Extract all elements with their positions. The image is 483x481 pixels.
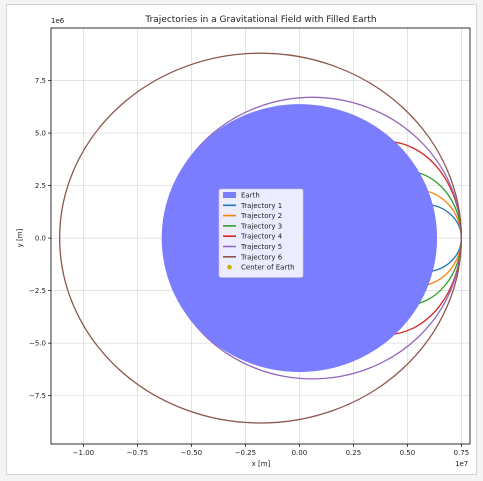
legend-entry-label: Trajectory 2: [240, 212, 282, 220]
y-tick-label: 0.0: [35, 235, 46, 243]
x-axis-label: x [m]: [252, 460, 271, 468]
x-ticks: −1.00 −0.75 −0.50 −0.25 0.00 0.25 0.50 0.75: [73, 444, 469, 457]
x-offset-label: 1e7: [455, 460, 468, 468]
x-tick-label: 0.25: [346, 449, 362, 457]
y-ticks: 7.5 5.0 2.5 0.0 −2.5 −5.0 −7.5: [29, 77, 51, 400]
x-tick-label: 0.50: [400, 449, 416, 457]
legend-entry-label: Trajectory 3: [240, 222, 282, 230]
axes-box: [50, 27, 471, 445]
x-tick-label: −0.25: [235, 449, 256, 457]
y-tick-label: 2.5: [35, 182, 46, 190]
y-tick-label: −5.0: [29, 340, 46, 348]
x-tick-label: 0.00: [292, 449, 308, 457]
legend-entry-label: Trajectory 1: [240, 202, 282, 210]
legend-entry-label: Trajectory 5: [240, 243, 282, 251]
legend-box: [218, 188, 304, 278]
y-axis-label: y [m]: [16, 228, 24, 247]
x-tick-label: −1.00: [73, 449, 94, 457]
x-tick-label: −0.75: [127, 449, 148, 457]
y-offset-label: 1e6: [51, 17, 65, 25]
y-tick-label: 5.0: [35, 130, 46, 138]
legend-entry-label: Center of Earth: [241, 264, 295, 272]
legend-swatch-earth: [223, 192, 236, 198]
legend-entry-label: Earth: [241, 192, 260, 200]
x-tick-label: −0.50: [181, 449, 202, 457]
y-tick-label: −7.5: [29, 392, 46, 400]
x-tick-label: 0.75: [454, 449, 470, 457]
legend-entry-label: Trajectory 4: [240, 233, 283, 241]
legend-entry-label: Trajectory 6: [240, 253, 283, 261]
legend-swatch-center: [227, 264, 232, 270]
y-tick-label: 7.5: [35, 77, 46, 85]
trajectory-6-line: [58, 52, 463, 424]
chart-title: Trajectories in a Gravitational Field wi…: [144, 15, 376, 25]
y-tick-label: −2.5: [29, 287, 46, 295]
legend: Earth Trajectory 1 Trajectory 2 Trajectory …: [218, 188, 304, 278]
